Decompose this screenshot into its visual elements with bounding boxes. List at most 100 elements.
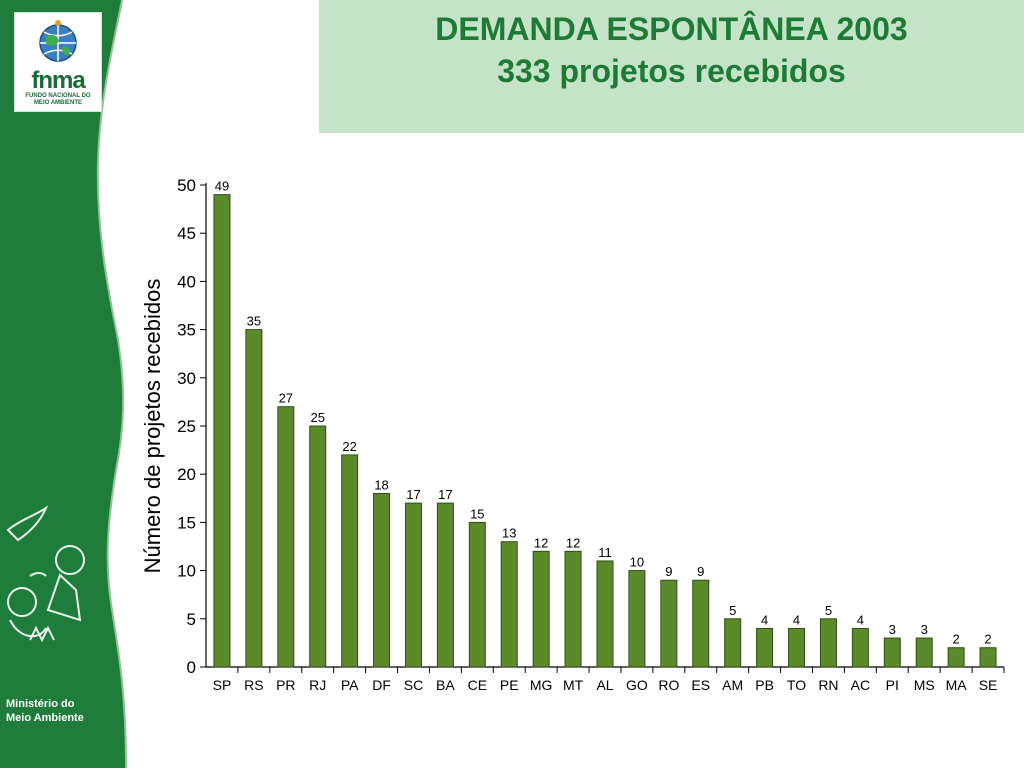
x-tick-label: RS (244, 677, 263, 693)
x-tick-label: MA (946, 677, 968, 693)
y-tick-label: 25 (177, 417, 196, 436)
y-tick-label: 40 (177, 272, 196, 291)
x-tick-label: PI (886, 677, 899, 693)
bar-RJ (309, 425, 327, 668)
children-drawing-icon (6, 505, 85, 643)
x-tick-label: SP (213, 677, 232, 693)
x-tick-label: RN (818, 677, 838, 693)
bar-SC (404, 502, 422, 668)
x-tick-label: GO (626, 677, 648, 693)
bar-MS (915, 637, 933, 668)
y-tick-label: 45 (177, 224, 196, 243)
data-label: 4 (761, 612, 768, 627)
logo-subtitle: FUNDO NACIONAL DO MEIO AMBIENTE (25, 93, 91, 106)
x-tick-label: TO (787, 677, 806, 693)
x-tick-label: SE (979, 677, 998, 693)
data-label: 25 (310, 410, 324, 425)
bar-SE (979, 647, 997, 668)
bar-GO (628, 570, 646, 668)
x-tick-label: ES (691, 677, 710, 693)
data-label: 3 (889, 622, 896, 637)
data-label: 9 (697, 564, 704, 579)
bar-PE (500, 541, 518, 668)
y-tick-label: 50 (177, 176, 196, 195)
data-label: 2 (953, 632, 960, 647)
bar-DF (373, 492, 391, 668)
bar-chart: 05101520253035404550SP49RS35PR27RJ25PA22… (177, 176, 1005, 693)
x-tick-label: CE (468, 677, 487, 693)
data-label: 13 (502, 526, 516, 541)
data-label: 2 (984, 632, 991, 647)
data-label: 15 (470, 506, 484, 521)
ministry-label: Ministério do Meio Ambiente (6, 697, 116, 725)
x-tick-label: AM (722, 677, 743, 693)
bar-BA (436, 502, 454, 668)
title-line-1: DEMANDA ESPONTÂNEA 2003 (435, 11, 908, 47)
ministry-line-1: Ministério do (6, 698, 75, 710)
data-label: 3 (921, 622, 928, 637)
x-tick-label: RO (658, 677, 679, 693)
y-tick-label: 0 (187, 658, 196, 677)
y-tick-label: 5 (187, 610, 196, 629)
data-label: 9 (665, 564, 672, 579)
data-label: 4 (857, 612, 864, 627)
data-label: 49 (215, 179, 229, 194)
bar-PR (277, 406, 295, 668)
bar-SP (213, 194, 231, 668)
x-tick-label: SC (404, 677, 423, 693)
bar-RS (245, 329, 263, 668)
data-label: 17 (406, 487, 420, 502)
x-tick-label: BA (436, 677, 455, 693)
sidebar-decoration (0, 0, 127, 768)
bar-PA (341, 454, 359, 668)
bar-AL (596, 560, 614, 668)
bar-MT (564, 550, 582, 668)
bar-AC (851, 627, 869, 668)
bar-MG (532, 550, 550, 668)
data-label: 4 (793, 612, 800, 627)
x-tick-label: DF (372, 677, 391, 693)
x-tick-label: MT (563, 677, 584, 693)
data-label: 17 (438, 487, 452, 502)
data-label: 5 (825, 603, 832, 618)
page-title: DEMANDA ESPONTÂNEA 2003 333 projetos rec… (319, 8, 1024, 92)
x-tick-label: MG (530, 677, 553, 693)
x-tick-label: PR (276, 677, 295, 693)
header-panel (319, 0, 1024, 133)
bar-PB (756, 627, 774, 668)
bar-AM (724, 618, 742, 668)
data-label: 12 (566, 535, 580, 550)
y-tick-label: 35 (177, 321, 196, 340)
bar-RO (660, 579, 678, 668)
data-label: 27 (279, 391, 293, 406)
x-tick-label: PB (755, 677, 774, 693)
x-tick-label: AL (596, 677, 613, 693)
x-tick-label: MS (914, 677, 935, 693)
x-tick-label: RJ (309, 677, 326, 693)
y-tick-label: 20 (177, 465, 196, 484)
y-tick-label: 10 (177, 562, 196, 581)
data-label: 11 (598, 545, 612, 560)
bar-ES (692, 579, 710, 668)
data-label: 35 (247, 314, 261, 329)
y-tick-label: 15 (177, 513, 196, 532)
x-tick-label: PE (500, 677, 519, 693)
bar-MA (947, 647, 965, 668)
y-tick-label: 30 (177, 369, 196, 388)
x-tick-label: PA (341, 677, 359, 693)
x-tick-label: AC (851, 677, 870, 693)
sidebar-wave-line (96, 0, 127, 768)
data-label: 18 (374, 477, 388, 492)
bar-PI (883, 637, 901, 668)
bar-RN (819, 618, 837, 668)
title-line-2: 333 projetos recebidos (497, 53, 846, 89)
data-label: 22 (342, 439, 356, 454)
globe-icon (39, 20, 77, 62)
data-label: 10 (630, 555, 644, 570)
bar-CE (468, 521, 486, 668)
fnma-logo: fnma FUNDO NACIONAL DO MEIO AMBIENTE (14, 12, 102, 112)
data-label: 5 (729, 603, 736, 618)
bar-TO (788, 627, 806, 668)
ministry-line-2: Meio Ambiente (6, 712, 84, 724)
data-label: 12 (534, 535, 548, 550)
